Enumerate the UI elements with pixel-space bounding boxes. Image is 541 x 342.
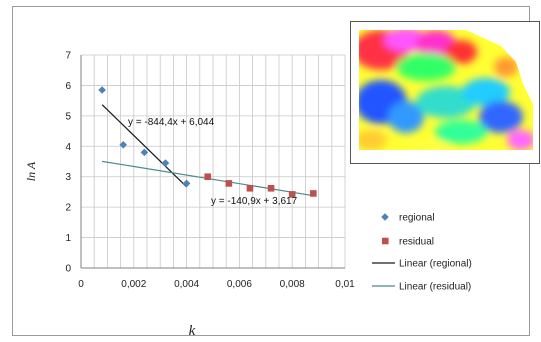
legend-label: Linear (residual) (399, 282, 471, 293)
data-point-regional (182, 179, 191, 188)
legend: regional residual Linear (regional) Linear … (372, 213, 472, 293)
y-tick-label: 7 (65, 51, 71, 62)
legend-label: Linear (regional) (399, 259, 472, 270)
data-point-residual (204, 173, 212, 181)
x-tick-label: 0,002 (121, 279, 146, 290)
legend-label: regional (399, 213, 435, 224)
data-point-regional (119, 140, 128, 149)
label-layer: y = -844,4x + 6,044 y = -140,9x + 3,617 (128, 117, 298, 207)
y-tick-label: 0 (65, 264, 71, 275)
data-point-residual (225, 180, 233, 187)
inset-anomaly-map (350, 21, 540, 164)
x-tick-label: 0 (78, 279, 84, 290)
y-tick-label: 3 (65, 172, 71, 183)
y-tick-label: 2 (65, 203, 71, 214)
x-tick-label: 0,006 (227, 279, 252, 290)
data-point-layer (98, 86, 317, 198)
x-axis-title: k (189, 323, 196, 337)
legend-marker-regional (381, 213, 389, 221)
trendline-equation-regional: y = -844,4x + 6,044 (128, 117, 215, 128)
x-tick-label: 0,004 (174, 279, 199, 290)
y-tick-label: 1 (65, 233, 71, 244)
y-tick-label: 6 (65, 81, 71, 92)
scatter-plot: 0 1 2 3 4 5 6 7 0 0,002 0,004 0,006 0,008 0,01 k ln A y… (24, 51, 472, 338)
data-point-regional (140, 148, 149, 157)
chart-frame: 0 1 2 3 4 5 6 7 0 0,002 0,004 0,006 0,008 0,01 k ln A y… (12, 6, 540, 338)
grid-layer (80, 54, 346, 269)
data-point-regional (161, 159, 170, 167)
x-tick-label: 0,01 (335, 279, 355, 290)
legend-marker-residual (382, 237, 389, 245)
data-point-residual (246, 184, 254, 192)
data-point-regional (98, 86, 106, 94)
y-tick-label: 5 (65, 111, 71, 122)
data-point-residual (310, 190, 317, 197)
axis-layer: 0 1 2 3 4 5 6 7 0 0,002 0,004 0,006 0,008 0,01 k ln A (24, 51, 355, 338)
x-tick-label: 0,008 (280, 279, 305, 290)
data-point-residual (288, 191, 296, 198)
y-tick-label: 4 (65, 142, 71, 153)
data-point-residual (267, 184, 275, 192)
legend-label: residual (399, 237, 434, 248)
anomaly-map-image (359, 30, 533, 150)
y-axis-title: ln A (24, 161, 38, 181)
trendline-equation-residual: y = -140,9x + 3,617 (211, 196, 298, 207)
